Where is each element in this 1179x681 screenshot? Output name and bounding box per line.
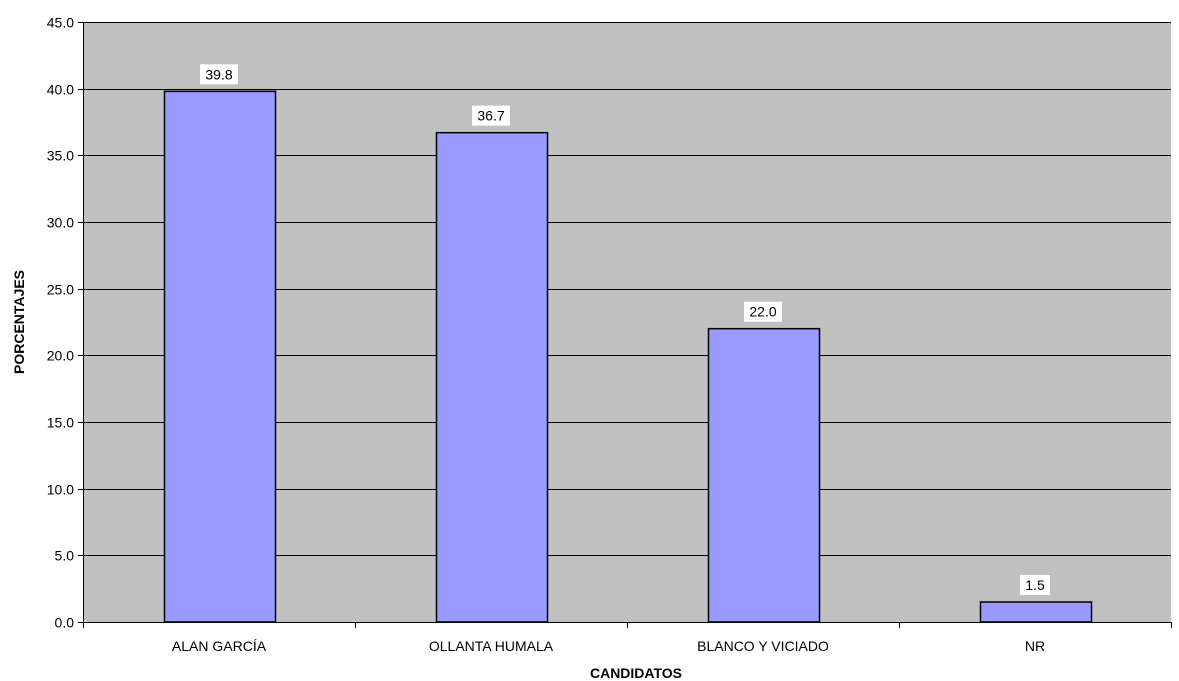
x-tick-label: ALAN GARCÍA — [172, 638, 267, 654]
data-labels: 39.8 36.7 22.0 1.5 — [200, 64, 1050, 595]
y-tick-label: 30.0 — [47, 215, 74, 231]
y-axis-title: PORCENTAJES — [11, 270, 27, 374]
data-label-box — [1020, 575, 1050, 595]
bars — [163, 90, 1093, 623]
data-label: 22.0 — [749, 304, 776, 320]
x-ticks: ALAN GARCÍA OLLANTA HUMALA BLANCO Y VICIAD… — [83, 622, 1172, 654]
x-axis-title: CANDIDATOS — [590, 665, 682, 681]
x-tick-label: OLLANTA HUMALA — [429, 638, 554, 654]
y-ticks: 0.0 5.0 10.0 15.0 20.0 25.0 30.0 35.0 40.0 45.0 — [47, 15, 83, 631]
x-tick-label: NR — [1025, 638, 1045, 654]
data-label-box — [472, 105, 510, 126]
y-tick-label: 0.0 — [55, 615, 75, 631]
data-label-box — [200, 64, 238, 85]
bar — [707, 327, 821, 623]
y-tick-label: 35.0 — [47, 148, 74, 164]
y-tick-label: 15.0 — [47, 415, 74, 431]
bar — [435, 131, 549, 623]
y-tick-label: 20.0 — [47, 348, 74, 364]
x-tick-label: BLANCO Y VICIADO — [697, 638, 829, 654]
y-tick-label: 45.0 — [47, 15, 74, 31]
data-label: 39.8 — [205, 66, 232, 82]
bar — [979, 601, 1093, 623]
data-label-box — [744, 301, 782, 322]
y-tick-label: 40.0 — [47, 82, 74, 98]
y-tick-label: 25.0 — [47, 282, 74, 298]
y-tick-label: 10.0 — [47, 482, 74, 498]
bar — [163, 90, 277, 623]
data-label: 1.5 — [1025, 577, 1045, 593]
data-label: 36.7 — [477, 108, 504, 124]
y-tick-label: 5.0 — [55, 548, 75, 564]
